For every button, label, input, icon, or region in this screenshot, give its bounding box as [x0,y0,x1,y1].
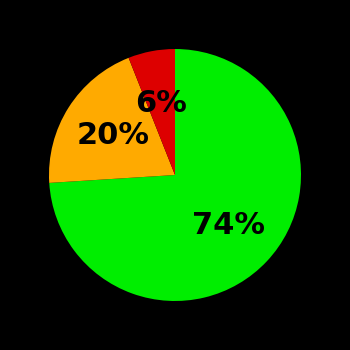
Wedge shape [49,58,175,183]
Text: 20%: 20% [77,121,150,150]
Text: 74%: 74% [192,211,265,239]
Wedge shape [49,49,301,301]
Text: 6%: 6% [135,89,187,118]
Wedge shape [128,49,175,175]
